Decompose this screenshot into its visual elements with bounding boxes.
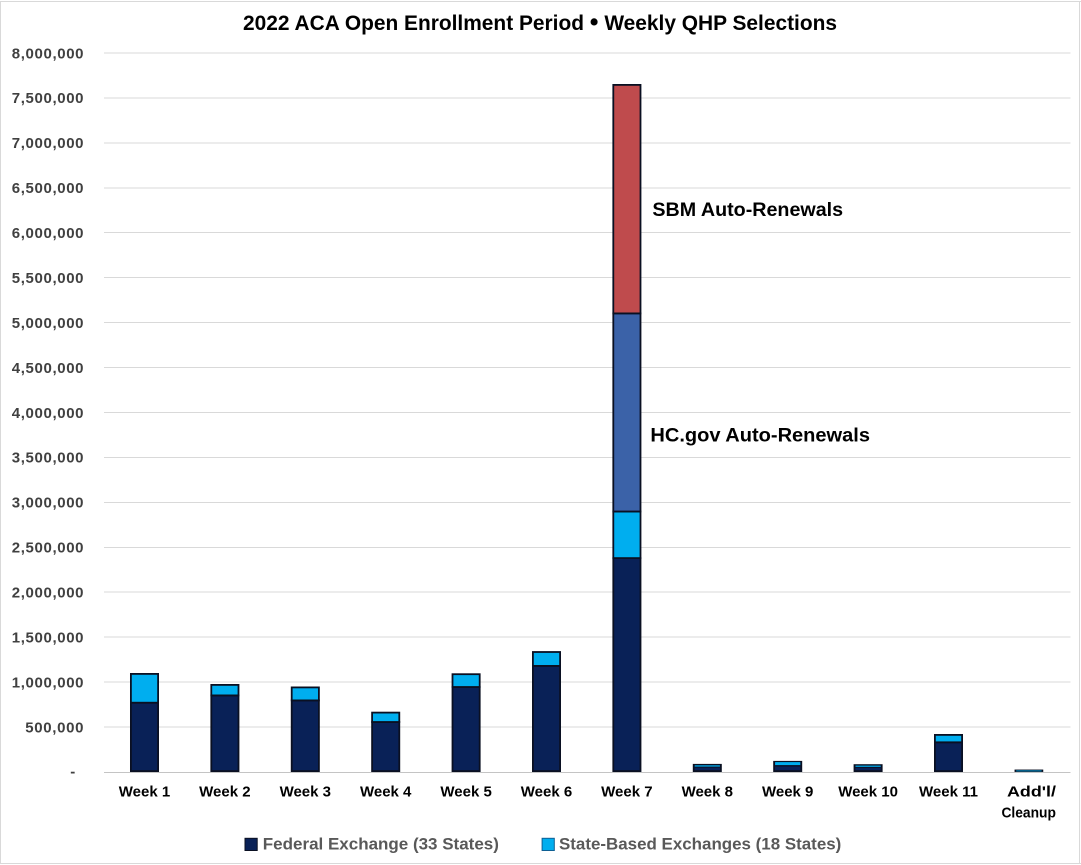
svg-text:4,000,000: 4,000,000: [12, 405, 84, 422]
svg-text:Cleanup: Cleanup: [1001, 805, 1056, 822]
svg-text:Week 4: Week 4: [360, 784, 412, 801]
svg-text:Week 11: Week 11: [919, 784, 978, 801]
svg-text:500,000: 500,000: [25, 719, 83, 736]
svg-text:2,500,000: 2,500,000: [12, 540, 84, 557]
svg-text:HC.gov Auto-Renewals: HC.gov Auto-Renewals: [650, 425, 870, 447]
svg-text:1,500,000: 1,500,000: [12, 630, 84, 647]
svg-text:5,500,000: 5,500,000: [12, 270, 84, 287]
svg-text:Federal Exchange (33 States): Federal Exchange (33 States): [263, 834, 499, 853]
svg-text:2022 ACA Open Enrollment Perio: 2022 ACA Open Enrollment Period • Weekly…: [243, 8, 837, 36]
svg-text:-: -: [70, 764, 75, 781]
svg-text:7,500,000: 7,500,000: [12, 90, 84, 107]
svg-text:Week 9: Week 9: [762, 784, 813, 801]
svg-text:1,000,000: 1,000,000: [12, 674, 84, 691]
svg-text:Week 10: Week 10: [838, 784, 898, 801]
svg-text:Week 3: Week 3: [280, 784, 331, 801]
svg-text:Week 7: Week 7: [601, 784, 652, 801]
svg-text:Add'l/: Add'l/: [1007, 784, 1057, 801]
svg-text:3,500,000: 3,500,000: [12, 450, 84, 467]
svg-text:Week 8: Week 8: [682, 784, 733, 801]
svg-text:2,000,000: 2,000,000: [12, 585, 84, 602]
svg-text:State-Based Exchanges (18 Stat: State-Based Exchanges (18 States): [559, 834, 841, 853]
svg-text:3,000,000: 3,000,000: [12, 495, 84, 512]
svg-text:SBM Auto-Renewals: SBM Auto-Renewals: [652, 199, 843, 221]
svg-text:6,500,000: 6,500,000: [12, 180, 84, 197]
svg-text:4,500,000: 4,500,000: [12, 360, 84, 377]
svg-text:5,000,000: 5,000,000: [12, 315, 84, 332]
svg-text:Week 2: Week 2: [199, 784, 250, 801]
svg-text:Week 1: Week 1: [119, 784, 170, 801]
svg-text:6,000,000: 6,000,000: [12, 225, 84, 242]
svg-text:7,000,000: 7,000,000: [12, 135, 84, 152]
svg-text:8,000,000: 8,000,000: [12, 45, 84, 62]
svg-text:Week 5: Week 5: [440, 784, 491, 801]
svg-text:Week 6: Week 6: [521, 784, 572, 801]
